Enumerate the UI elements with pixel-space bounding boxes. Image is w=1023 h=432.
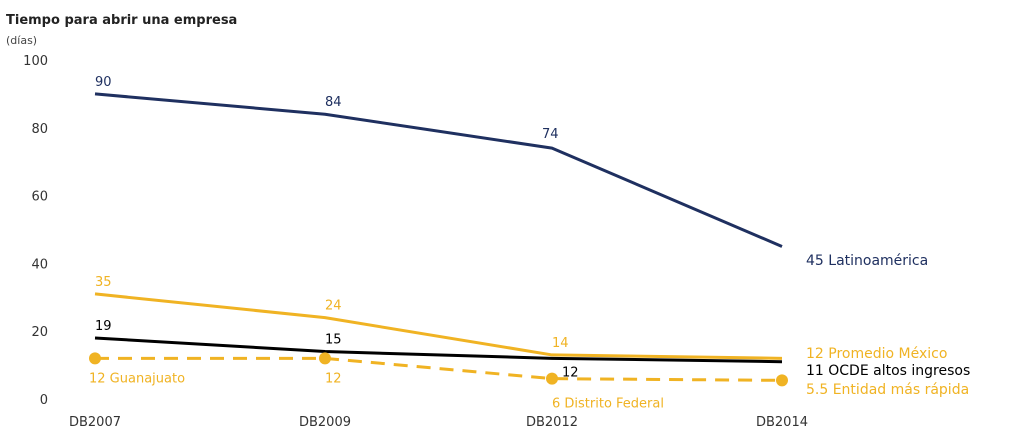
series-marker [776,374,788,387]
data-label: 74 [542,127,559,142]
series-line-3 [95,356,783,382]
data-label: 14 [552,336,569,351]
data-label: 19 [95,319,112,334]
y-tick-label: 100 [23,54,48,69]
series-lines [94,92,783,382]
x-axis-ticks: DB2007 DB2009 DB2012 DB2014 [69,415,808,430]
series-marker [319,352,331,365]
y-tick-label: 0 [40,393,48,408]
data-label: 12 [562,365,579,380]
x-tick-label: DB2007 [69,415,121,430]
y-tick-label: 40 [31,257,48,272]
data-labels: 90 84 74 35 24 14 19 15 12 12 Guanajuato 12 6 Distr… [89,75,970,412]
data-label: 6 Distrito Federal [552,397,664,412]
data-label: 12 [325,371,342,386]
data-label: 84 [325,95,342,110]
series-end-label: 11 OCDE altos ingresos [806,363,970,379]
x-tick-label: DB2009 [299,415,351,430]
series-line-0 [94,92,783,248]
data-label: 90 [95,75,112,90]
series-end-label: 45 Latinoamérica [806,253,928,269]
y-tick-label: 20 [31,325,48,340]
data-label: 24 [325,299,342,314]
series-marker [89,352,101,365]
series-end-label: 12 Promedio México [806,346,947,362]
x-tick-label: DB2014 [756,415,808,430]
series-markers [89,352,788,387]
chart-title: Tiempo para abrir una empresa [6,13,237,28]
data-label: 35 [95,275,112,290]
y-tick-label: 80 [31,122,48,137]
chart-subtitle: (días) [6,34,37,47]
y-tick-label: 60 [31,190,48,205]
data-label: 12 Guanajuato [89,371,185,386]
series-line-1 [94,292,783,360]
series-end-label: 5.5 Entidad más rápida [806,382,969,398]
series-marker [546,372,558,385]
data-label: 15 [325,333,342,348]
y-axis-ticks: 0 20 40 60 80 100 [23,54,48,408]
series-line-2 [94,336,783,364]
x-tick-label: DB2012 [526,415,578,430]
